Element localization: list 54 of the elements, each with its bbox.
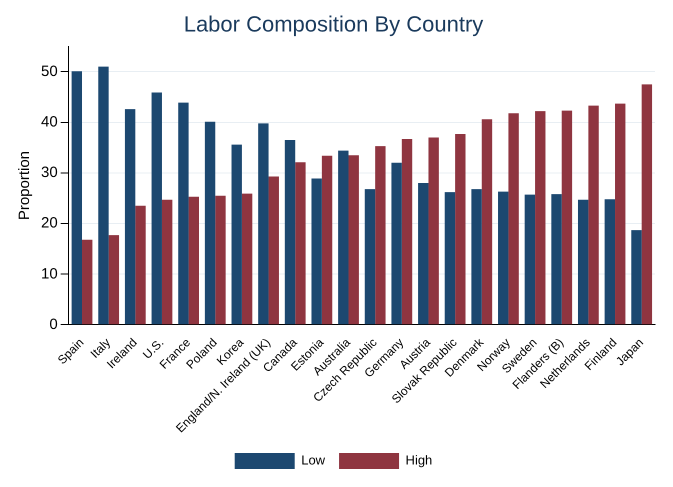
legend-label: Low [301, 452, 326, 468]
bar [578, 200, 588, 324]
bar [482, 119, 492, 324]
bar [444, 192, 456, 324]
bar [108, 235, 120, 324]
bar [348, 155, 359, 324]
bar [604, 199, 616, 324]
bar [135, 206, 146, 324]
bar [232, 144, 242, 324]
bar [322, 156, 332, 324]
y-tick-label: 10 [40, 265, 58, 282]
bar [215, 196, 226, 324]
bar [588, 106, 599, 324]
bar [258, 123, 269, 324]
bar [162, 200, 172, 324]
bar [72, 71, 82, 324]
bar [524, 194, 536, 324]
bar [551, 194, 562, 324]
bar [178, 102, 189, 324]
bar [268, 176, 279, 324]
bar [98, 66, 109, 324]
bar [188, 196, 200, 324]
bar [204, 122, 216, 324]
bar [242, 194, 252, 324]
bar [455, 134, 466, 324]
bar [402, 139, 412, 324]
bar [375, 146, 386, 324]
y-tick-label: 40 [40, 113, 58, 130]
chart-title: Labor Composition By Country [184, 11, 484, 36]
bar [152, 92, 162, 324]
bar [418, 183, 428, 324]
bar [562, 110, 572, 324]
y-tick-label: 30 [40, 164, 58, 182]
bar [471, 189, 482, 324]
bar [498, 192, 508, 324]
bar [295, 162, 306, 324]
bar [82, 240, 92, 324]
bar [364, 189, 376, 324]
y-axis-title: Proportion [16, 150, 34, 220]
bar [535, 111, 546, 324]
bar [615, 104, 626, 324]
legend-label: High [406, 452, 432, 468]
bar [642, 84, 652, 324]
y-tick-label: 20 [40, 214, 58, 232]
bar [124, 109, 136, 324]
y-tick-label: 50 [40, 62, 58, 80]
bar [391, 162, 402, 324]
bar [631, 230, 642, 324]
bar [508, 113, 519, 324]
y-tick-label: 0 [49, 316, 58, 333]
bar [284, 140, 296, 324]
bar [428, 137, 439, 324]
bar [311, 178, 322, 324]
bar [338, 150, 349, 324]
